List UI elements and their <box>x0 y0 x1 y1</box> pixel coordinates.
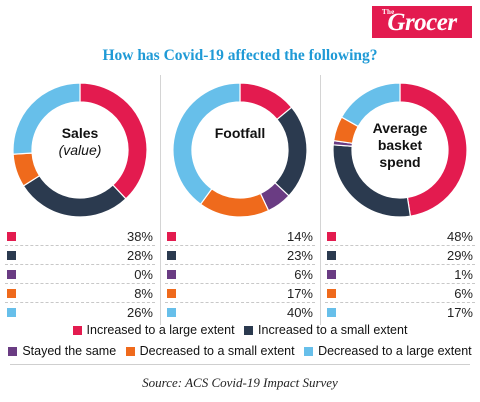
value-row: 14% <box>165 227 315 246</box>
legend-row-1: Increased to a large extent Increased to… <box>0 323 480 338</box>
swatch-increased-large <box>327 232 336 241</box>
swatch-stayed-same <box>167 270 176 279</box>
value-label: 26% <box>126 305 153 320</box>
value-list-sales: 38% 28% 0% 8% 26% <box>5 227 155 322</box>
legend-swatch <box>72 325 82 335</box>
value-label: 38% <box>126 229 153 244</box>
column-divider <box>320 75 321 325</box>
value-row: 38% <box>5 227 155 246</box>
legend-item: Decreased to a small extent <box>125 344 295 358</box>
swatch-increased-small <box>7 251 16 260</box>
swatch-decreased-small <box>327 289 336 298</box>
source-divider <box>10 364 470 365</box>
value-label: 6% <box>294 267 313 282</box>
swatch-increased-small <box>327 251 336 260</box>
donut-subtitle: (value) <box>58 142 102 158</box>
donut-title: Sales <box>61 125 99 141</box>
donut-title: Footfall <box>214 125 266 141</box>
swatch-decreased-large <box>7 308 16 317</box>
legend-swatch <box>125 346 135 356</box>
swatch-stayed-same <box>327 270 336 279</box>
value-row: 48% <box>325 227 475 246</box>
donut-chart-sales: Sales (value) <box>10 75 150 225</box>
value-row: 23% <box>165 246 315 265</box>
donut-svg-sales <box>12 82 148 218</box>
chart-title: How has Covid-19 affected the following? <box>102 47 378 64</box>
swatch-decreased-large <box>167 308 176 317</box>
value-row: 26% <box>5 303 155 322</box>
column-divider <box>160 75 161 325</box>
value-label: 8% <box>134 286 153 301</box>
legend-text: Increased to a large extent <box>86 323 235 337</box>
value-label: 28% <box>126 248 153 263</box>
legend-text: Decreased to a small extent <box>139 344 295 358</box>
donut-title-line: spend <box>379 154 421 170</box>
value-label: 40% <box>286 305 313 320</box>
source-note: Source: ACS Covid-19 Impact Survey <box>142 375 338 390</box>
donut-svg-footfall <box>172 82 308 218</box>
swatch-decreased-small <box>167 289 176 298</box>
value-label: 6% <box>454 286 473 301</box>
value-row: 6% <box>325 284 475 303</box>
value-list-basket: 48% 29% 1% 6% 17% <box>325 227 475 322</box>
legend-swatch <box>8 346 18 356</box>
donut-chart-basket: Average basket spend <box>330 75 470 225</box>
value-label: 17% <box>446 305 473 320</box>
legend-item: Stayed the same <box>8 344 116 358</box>
value-row: 0% <box>5 265 155 284</box>
value-label: 23% <box>286 248 313 263</box>
swatch-decreased-large <box>327 308 336 317</box>
donut-segment-decreased-small <box>199 187 270 218</box>
donut-title-line: basket <box>377 137 423 153</box>
value-row: 8% <box>5 284 155 303</box>
donut-title-line: Average <box>372 120 428 136</box>
legend-item: Increased to a large extent <box>72 323 235 337</box>
value-label: 17% <box>286 286 313 301</box>
legend-swatch <box>304 346 314 356</box>
value-list-footfall: 14% 23% 6% 17% 40% <box>165 227 315 322</box>
donut-segment-decreased-large <box>12 82 81 155</box>
value-row: 40% <box>165 303 315 322</box>
legend-swatch <box>244 325 254 335</box>
donut-segment-increased-small <box>22 174 127 218</box>
swatch-increased-small <box>167 251 176 260</box>
legend-text: Stayed the same <box>22 344 117 358</box>
donut-segment-increased-large <box>399 82 468 217</box>
donut-label-footfall: Footfall <box>170 125 310 142</box>
swatch-decreased-small <box>7 289 16 298</box>
donut-svg-basket <box>332 82 468 218</box>
value-label: 48% <box>446 229 473 244</box>
value-row: 6% <box>165 265 315 284</box>
grocer-logo: The Grocer <box>372 6 472 38</box>
value-row: 17% <box>165 284 315 303</box>
value-row: 29% <box>325 246 475 265</box>
value-label: 14% <box>286 229 313 244</box>
logo-main-text: Grocer <box>387 9 457 36</box>
donut-label-basket: Average basket spend <box>330 120 470 171</box>
logo-small-text: The <box>382 8 395 16</box>
legend-row-2: Stayed the same Decreased to a small ext… <box>0 344 480 359</box>
swatch-increased-large <box>167 232 176 241</box>
donut-segment-decreased-large <box>172 82 241 206</box>
donut-label-sales: Sales (value) <box>10 125 150 159</box>
value-row: 1% <box>325 265 475 284</box>
donut-segment-increased-small <box>274 106 308 197</box>
value-row: 17% <box>325 303 475 322</box>
legend-item: Increased to a small extent <box>244 323 407 337</box>
swatch-increased-large <box>7 232 16 241</box>
donut-chart-footfall: Footfall <box>170 75 310 225</box>
value-label: 1% <box>454 267 473 282</box>
legend-text: Decreased to a large extent <box>318 344 472 358</box>
donut-segment-decreased-large <box>340 82 401 128</box>
value-label: 29% <box>446 248 473 263</box>
legend-text: Increased to a small extent <box>258 323 408 337</box>
legend-item: Decreased to a large extent <box>304 344 472 358</box>
value-row: 28% <box>5 246 155 265</box>
swatch-stayed-same <box>7 270 16 279</box>
value-label: 0% <box>134 267 153 282</box>
